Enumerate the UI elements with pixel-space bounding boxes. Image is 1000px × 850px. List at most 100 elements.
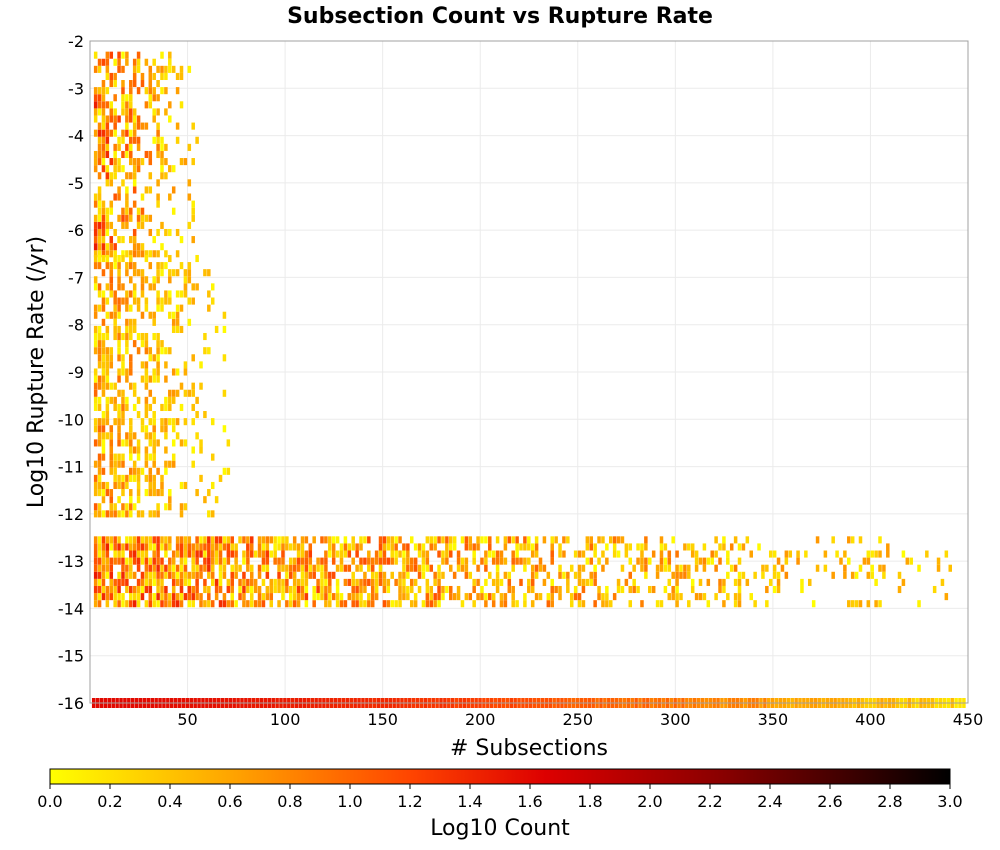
heatmap-cell (378, 536, 383, 544)
heatmap-cell (121, 578, 125, 586)
heatmap-cell (187, 578, 192, 586)
heatmap-cell (722, 585, 726, 594)
heatmap-cell (97, 200, 102, 208)
heatmap-cell (195, 593, 199, 601)
heatmap-cell (93, 460, 98, 468)
heatmap-cell (183, 389, 188, 397)
heatmap-cell (406, 571, 410, 579)
heatmap-cell (464, 543, 469, 551)
heatmap-cell (289, 543, 293, 551)
heatmap-cell (160, 143, 164, 151)
heatmap-cell (156, 297, 160, 305)
heatmap-cell (480, 536, 484, 544)
heatmap-cell (164, 158, 168, 166)
heatmap-cell (425, 550, 430, 558)
heatmap-cell (733, 536, 738, 544)
heatmap-cell (113, 311, 117, 319)
heatmap-cell (97, 432, 102, 440)
heatmap-cell (328, 578, 332, 586)
heatmap-cell (210, 536, 215, 544)
heatmap-cell (394, 578, 398, 586)
heatmap-cell (125, 214, 129, 222)
heatmap-cell (456, 557, 461, 565)
heatmap-cell (441, 593, 445, 601)
heatmap-cell (390, 571, 394, 579)
heatmap-cell (339, 550, 344, 558)
heatmap-cell (199, 543, 203, 551)
heatmap-cell (175, 389, 180, 397)
heatmap-cell (129, 425, 133, 433)
heatmap-cell (117, 254, 121, 263)
heatmap-cell (484, 557, 488, 565)
heatmap-cell (437, 536, 441, 544)
heatmap-cell (121, 101, 125, 109)
heatmap-cell (109, 179, 114, 187)
heatmap-cell (772, 585, 777, 594)
heatmap-cell (328, 585, 332, 594)
heatmap-cell (132, 262, 137, 270)
heatmap-cell (168, 557, 172, 565)
heatmap-cell (406, 550, 410, 558)
heatmap-cell (101, 446, 106, 454)
heatmap-cell (468, 536, 473, 544)
heatmap-cell (269, 593, 274, 601)
heatmap-cell (93, 129, 98, 137)
heatmap-cell (101, 136, 106, 144)
heatmap-cell (940, 578, 945, 586)
heatmap-cell (105, 593, 110, 601)
heatmap-cell (140, 158, 145, 166)
heatmap-cell (597, 593, 601, 601)
heatmap-cell (168, 65, 172, 73)
heatmap-cell (168, 347, 172, 355)
heatmap-cell (140, 311, 145, 319)
heatmap-cell (109, 158, 114, 166)
heatmap-cell (183, 276, 188, 284)
heatmap-cell (93, 193, 98, 201)
heatmap-cell (132, 585, 137, 594)
heatmap-cell (273, 550, 277, 558)
heatmap-cell (265, 571, 270, 579)
heatmap-cell (129, 453, 133, 461)
heatmap-cell (160, 87, 164, 95)
heatmap-cell (628, 585, 633, 594)
heatmap-cell (429, 600, 434, 608)
heatmap-cell (195, 571, 199, 579)
heatmap-cell (148, 403, 153, 412)
heatmap-cell (97, 439, 102, 447)
heatmap-cell (523, 557, 527, 565)
heatmap-cell (210, 453, 215, 461)
heatmap-cell (164, 460, 168, 468)
heatmap-cell (183, 593, 188, 601)
heatmap-cell (581, 600, 586, 608)
heatmap-cell (207, 543, 211, 551)
heatmap-cell (101, 254, 106, 263)
heatmap-cell (386, 543, 391, 551)
heatmap-cell (97, 122, 102, 130)
heatmap-cell (164, 87, 168, 95)
heatmap-cell (320, 557, 324, 565)
heatmap-cell (328, 550, 332, 558)
heatmap-cell (218, 550, 223, 558)
heatmap-cell (125, 585, 129, 594)
heatmap-cell (168, 276, 172, 284)
heatmap-cell (121, 283, 125, 291)
heatmap-cell (93, 382, 98, 390)
heatmap-cell (125, 325, 129, 333)
heatmap-cell (499, 600, 504, 608)
heatmap-cell (148, 543, 153, 551)
heatmap-cell (129, 87, 133, 95)
heatmap-cell (140, 290, 145, 298)
heatmap-cell (745, 536, 750, 544)
heatmap-cell (304, 571, 309, 579)
heatmap-cell (511, 564, 515, 572)
heatmap-cell (144, 557, 149, 565)
heatmap-cell (246, 600, 250, 608)
heatmap-cell (93, 221, 98, 229)
heatmap-cell (624, 578, 629, 586)
heatmap-cell (136, 446, 141, 454)
heatmap-cell (129, 214, 133, 222)
heatmap-cell (168, 496, 172, 504)
heatmap-cell (105, 143, 110, 151)
heatmap-cell (105, 214, 110, 222)
heatmap-cell (538, 564, 543, 572)
